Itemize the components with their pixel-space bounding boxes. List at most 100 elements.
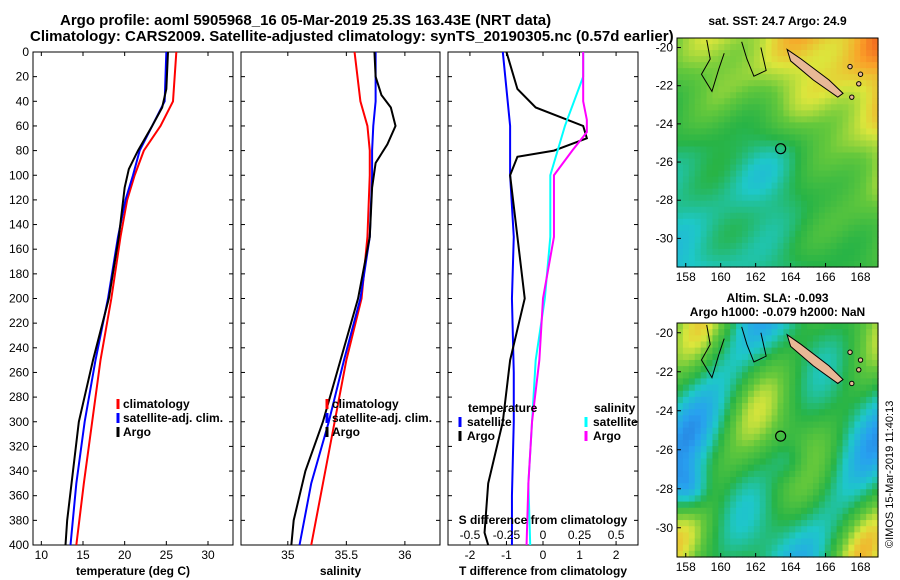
sst_map-xtick-label: 158 [676, 270, 696, 284]
sst_map-argo-location [775, 143, 787, 155]
sla_map-xtick-label: 164 [781, 560, 801, 574]
sla_map-contour [741, 326, 767, 363]
sst_map-island [847, 63, 853, 70]
difference-series-1 [483, 51, 589, 546]
salinity-legend-label: climatology [332, 397, 399, 411]
sst_map-xtick-label: 164 [781, 270, 801, 284]
difference-xtick-label: -1 [501, 548, 512, 562]
salinity-legend-label: Argo [332, 425, 360, 439]
sla_map-island [847, 349, 853, 355]
salinity-xtick-label: 35 [281, 548, 295, 562]
sla_map-ytick-label: -28 [656, 482, 674, 496]
sst_map-field [677, 38, 879, 268]
salinity-xtick-label: 36 [398, 548, 412, 562]
difference-xtick-label: 0 [540, 548, 547, 562]
title-line-2: Climatology: CARS2009. Satellite-adjuste… [30, 28, 674, 45]
difference-xtick-label: 2 [613, 548, 620, 562]
temperature-xlabel: temperature (deg C) [76, 564, 190, 578]
sst_map-new-caledonia [786, 48, 844, 98]
depth-tick-label: 0 [22, 45, 29, 59]
depth-tick-label: 20 [16, 70, 30, 84]
sst_map-island [856, 81, 862, 87]
sst_map-ytick-label: -30 [656, 231, 674, 245]
sla_map-ytick-label: -24 [656, 404, 674, 418]
difference-xtick-top-label: -0.25 [493, 528, 521, 542]
sst_map-frame [676, 37, 879, 268]
sla_map-ytick-label: -30 [656, 521, 674, 535]
temperature-xtick-label: 20 [118, 548, 132, 562]
difference-xtick-label: -2 [465, 548, 476, 562]
sla_map-xtick-label: 160 [711, 560, 731, 574]
depth-tick-label: 280 [9, 390, 29, 404]
temperature-legend-label: Argo [123, 425, 151, 439]
temperature-legend-label: climatology [123, 397, 190, 411]
depth-tick-label: 180 [9, 267, 29, 281]
difference-legend-label: satellite [467, 415, 512, 429]
sst_map-ytick-label: -22 [656, 79, 674, 93]
difference-xtick-top-label: 0.25 [568, 528, 592, 542]
depth-tick-label: 120 [9, 193, 29, 207]
sst_map-ytick-label: -24 [656, 117, 674, 131]
difference-xlabel: T difference from climatology [459, 564, 627, 578]
depth-tick-label: 300 [9, 415, 29, 429]
sla_map-ytick-label: -26 [656, 443, 674, 457]
sst_map-ytick-label: -28 [656, 193, 674, 207]
sla_map-title: Argo h1000: -0.079 h2000: NaN [690, 305, 865, 319]
temperature-series-0 [75, 51, 178, 546]
sla_map-ytick-label: -22 [656, 365, 674, 379]
sla_map-xtick-label: 166 [816, 560, 836, 574]
depth-tick-label: 100 [9, 168, 29, 182]
difference-legend-label: satellite [593, 415, 638, 429]
depth-tick-label: 340 [9, 464, 29, 478]
sla_map-xtick-label: 162 [746, 560, 766, 574]
depth-tick-label: 260 [9, 365, 29, 379]
difference-legend-label: Argo [593, 429, 621, 443]
sst_map-title: sat. SST: 24.7 Argo: 24.9 [708, 14, 847, 28]
sla_map-ytick-label: -20 [656, 326, 674, 340]
legend-title-temperature: temperature [468, 401, 538, 415]
depth-tick-label: 240 [9, 341, 29, 355]
depth-tick-label: 200 [9, 292, 29, 306]
temperature-xtick-label: 10 [35, 548, 49, 562]
temperature-series-2 [64, 51, 169, 546]
salinity-xlabel: salinity [320, 564, 362, 578]
sst_map-ytick-label: -20 [656, 41, 674, 55]
salinity-series-2 [290, 51, 397, 546]
depth-tick-label: 140 [9, 218, 29, 232]
depth-tick-label: 320 [9, 439, 29, 453]
sla_map-title: Altim. SLA: -0.093 [726, 291, 828, 305]
difference-xtick-top-label: -0.5 [460, 528, 481, 542]
sst_map-island [849, 94, 855, 100]
depth-tick-label: 400 [9, 538, 29, 552]
temperature-xtick-label: 30 [201, 548, 215, 562]
sst_map-xtick-label: 162 [746, 270, 766, 284]
temperature-frame [32, 51, 234, 546]
sla_map-argo-location [775, 430, 787, 442]
salinity-legend-label: satellite-adj. clim. [332, 411, 432, 425]
sst_map-island [857, 71, 864, 77]
depth-tick-label: 380 [9, 513, 29, 527]
difference-series-3 [525, 52, 588, 546]
depth-tick-label: 80 [16, 144, 30, 158]
sst_map-ytick-label: -26 [656, 155, 674, 169]
sst_map-xtick-label: 166 [816, 270, 836, 284]
depth-tick-label: 40 [16, 94, 30, 108]
temperature-xtick-label: 25 [160, 548, 174, 562]
sla_map-xtick-label: 168 [851, 560, 871, 574]
sla_map-new-caledonia [786, 333, 844, 385]
sla_map-island [849, 380, 855, 387]
difference-xlabel-top: S difference from climatology [459, 513, 628, 527]
depth-tick-label: 220 [9, 316, 29, 330]
difference-legend-label: Argo [467, 429, 495, 443]
sla_map-frame [676, 322, 879, 558]
sla_map-island [856, 367, 862, 373]
difference-xtick-top-label: 0.5 [608, 528, 625, 542]
depth-tick-label: 60 [16, 119, 30, 133]
sla_map-field [677, 323, 879, 558]
depth-tick-label: 160 [9, 242, 29, 256]
depth-tick-label: 360 [9, 489, 29, 503]
salinity-frame [240, 51, 441, 546]
imos-watermark: ©IMOS 15-Mar-2019 11:40:13 [884, 400, 896, 548]
temperature-xtick-label: 15 [76, 548, 90, 562]
